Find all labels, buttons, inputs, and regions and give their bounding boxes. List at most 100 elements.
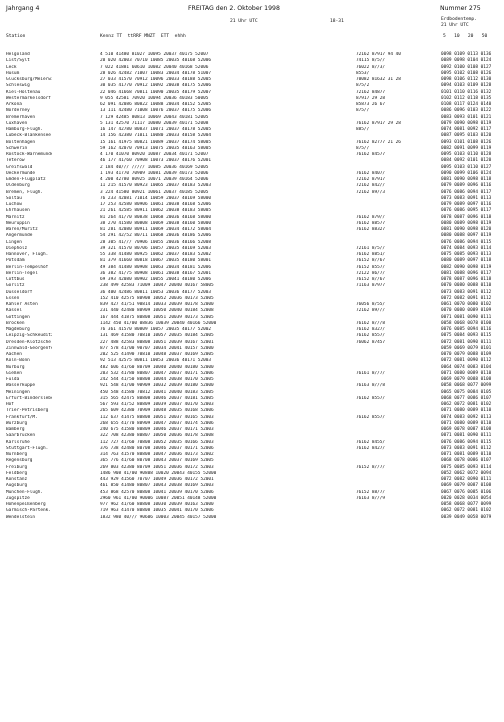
station-values: 81 264 41/70 80838 10068 20036 40168 580… <box>100 214 212 220</box>
station-name: Lingen <box>6 239 22 245</box>
station-values: 46 177 41/60 70908 10073 20037 40176 520… <box>100 158 212 164</box>
station-extra: 76162 879// <box>356 214 386 220</box>
soil-temperature-row: 0078 0087 0096 0118 <box>441 214 492 220</box>
soil-temperature-column: 0098 0109 0113 0136 0089 0098 0104 0124 00… <box>441 52 491 521</box>
station-name: Neuruppin <box>6 220 30 226</box>
station-values: 15 161 41975 80821 10089 20037 40174 580… <box>100 139 212 145</box>
station-name: Aachen <box>6 352 22 357</box>
station-values: 4 170 41070 80920 10087 20034 40171 5200… <box>100 152 209 157</box>
station-values: 21 261 42585 80911 10062 20038 40183 580… <box>100 208 212 214</box>
station-values: 7 129 42485 80813 10069 20043 40181 5200… <box>100 114 209 120</box>
station-name: Konstanz <box>6 477 28 482</box>
station-values: 376 738 42480 80708 10046 20037 40171 52… <box>100 445 214 451</box>
station-values: 314 763 41570 80808 10047 20036 40173 52… <box>100 452 214 457</box>
station-name: Bremerhaven <box>6 114 36 120</box>
soil-temperature-row: 0058 0068 0077 0099 <box>441 502 492 507</box>
station-values: 315 565 42475 80808 10046 20037 40181 52… <box>100 395 214 401</box>
station-extra: 76152 8//67 <box>356 258 386 264</box>
station-name: Marnitz <box>6 214 25 220</box>
soil-temperature-row: 0058 0068 0077 0099 <box>441 383 492 389</box>
station-values: 1486 908 41/00 90808 10020 20043 40155 5… <box>100 470 217 476</box>
station-values: 268 655 41/70 80909 10047 20037 40174 52… <box>100 420 214 426</box>
station-extra: 87917 29 28 <box>356 95 386 101</box>
soil-temperature-row: 0092 0100 0108 0127 <box>441 64 492 70</box>
station-values: 28 305 41/// 70906 10055 20036 40166 520… <box>100 239 212 245</box>
station-name: Potsdam <box>6 258 25 264</box>
station-values: 36 400 42486 80811 10053 20036 40177 520… <box>100 289 212 295</box>
station-values: 921 548 41/00 90909 10032 20039 40180 52… <box>100 383 214 389</box>
station-values: 450 548 41580 70812 10041 20040 40183 52… <box>100 389 214 395</box>
station-name: Bremen, Flugh. <box>6 189 44 195</box>
station-values: 22 046 41668 70811 10090 20035 40179 520… <box>100 89 212 95</box>
station-extra: 76152 88/7/ <box>356 489 386 495</box>
station-name: Diepholz <box>6 245 28 251</box>
station-name: Karlsruhe <box>6 439 30 445</box>
station-values: 203 532 41780 80807 10047 20037 40171 52… <box>100 370 214 376</box>
soil-temperature-row: 0072 0082 0091 0112 <box>441 295 492 301</box>
station-values: 1142 450 41/00 08836 10039 20040 40166 5… <box>100 320 217 326</box>
soil-temperature-row: 0095 0102 0108 0126 <box>441 70 492 76</box>
station-extra: 76162 8851/ <box>356 252 386 257</box>
station-extra: 76162 8///8 <box>356 320 386 326</box>
station-extra: 885// <box>356 127 370 132</box>
soil-temperature-row: 0098 0106 0112 0130 <box>441 77 492 82</box>
station-name: Cottbus <box>6 277 25 282</box>
station-name: Stuttgart-Flugh. <box>6 445 49 451</box>
station-extra: 76152 8//7/ <box>356 464 386 470</box>
station-values: 4 510 41480 81027 10095 20037 40175 5200… <box>100 52 209 57</box>
station-extra: 72122 86/7/ <box>356 270 386 276</box>
station-extra: 8553/ <box>356 70 370 76</box>
soil-temperature-row: 0073 0083 0091 0113 <box>441 195 492 201</box>
station-values: 1832 980 40/// 90606 10003 20045 40157 5… <box>100 514 217 520</box>
soil-temperature-row: 0079 0090 0098 0119 <box>441 120 492 126</box>
station-values: 877 578 41/00 90707 10034 20041 40157 52… <box>100 345 214 351</box>
header-right: Nummer 275 <box>440 5 481 12</box>
soil-temperature-row: 0080 0088 0097 0119 <box>441 233 492 239</box>
station-values: 443 929 41560 70707 10049 20036 40172 52… <box>100 477 214 482</box>
station-values: 59 162 42070 70913 10075 20035 40163 580… <box>100 145 212 151</box>
station-name: Arkona <box>6 102 22 107</box>
station-name: Kahler Asten <box>6 302 38 307</box>
station-extra: 72162 842// <box>356 183 386 189</box>
station-values: 36 382 41/75 80908 10061 20038 40167 520… <box>100 270 212 276</box>
station-values: 54 291 42/52 80711 10068 20036 40186 520… <box>100 233 212 239</box>
station-name: Berlin-Tegel <box>6 270 38 276</box>
station-extra: 72162 87917 94 40 <box>356 52 401 57</box>
soil-temperature-row: 0071 0080 0089 0110 <box>441 408 492 414</box>
station-name: Schwerin <box>6 145 28 151</box>
soil-temperature-row: 0078 0087 0096 0118 <box>441 277 492 282</box>
station-name: Köln-Bonn <box>6 358 30 364</box>
station-values: 112 637 41475 80808 10051 20037 40165 52… <box>100 414 214 420</box>
station-extra: 76152 8557/ <box>356 264 386 270</box>
station-name: Hannover, Flugh. <box>6 252 49 257</box>
station-values: 1 193 41770 70909 10081 20039 40173 5200… <box>100 170 209 176</box>
station-name: Gießen <box>6 370 22 376</box>
station-name: Husum <box>6 70 20 76</box>
soil-temperature-row: 0082 0090 0098 0119 <box>441 264 492 270</box>
soil-temperature-row: 0069 0079 0088 0108 <box>441 377 492 382</box>
soil-temperature-row: 0084 0092 0101 0120 <box>441 158 492 164</box>
station-name: Zugspitze <box>6 495 30 501</box>
station-extra: 76162 87917 29 28 <box>356 120 401 126</box>
station-name: Teterow <box>6 158 25 164</box>
soil-temperature-row: 0086 0096 0103 0122 <box>441 108 492 114</box>
station-values: 5 131 42570 71117 10080 20039 40171 5200… <box>100 120 209 126</box>
soil-temperature-row: 0076 0086 0094 0115 <box>441 239 492 245</box>
station-name: Hamburg-Flugh. <box>6 127 44 132</box>
soil-temperature-row: 0072 0081 0090 0111 <box>441 339 492 345</box>
station-extra: 76162 8327/ <box>356 327 386 332</box>
soil-temperature-row: 0062 0072 0081 0102 <box>441 402 492 407</box>
subheader-right-title: Erdbodentemp. <box>441 17 477 22</box>
station-values: 38 270 41580 80808 10069 20038 40160 580… <box>100 220 212 226</box>
station-name: Waren/Müritz <box>6 227 38 232</box>
soil-temperature-row: 0087 0095 0103 0120 <box>441 133 492 139</box>
soil-temperature-row: 0073 0083 0091 0112 <box>441 445 492 451</box>
station-name: Meiningen <box>6 389 30 395</box>
station-values: 453 868 42570 80808 10041 20039 40170 52… <box>100 489 214 495</box>
soil-temperature-row: 0076 0086 0094 0115 <box>441 439 492 445</box>
station-values: 13 111 42480 71008 10076 20037 40175 520… <box>100 108 212 114</box>
station-values: 227 488 42583 80808 10051 20039 40167 52… <box>100 339 214 345</box>
station-extra: 76162 8557/ <box>356 414 386 420</box>
soil-temperature-row: 0069 0079 0087 0108 <box>441 483 492 489</box>
station-extra: 76162 88577 <box>356 220 386 226</box>
